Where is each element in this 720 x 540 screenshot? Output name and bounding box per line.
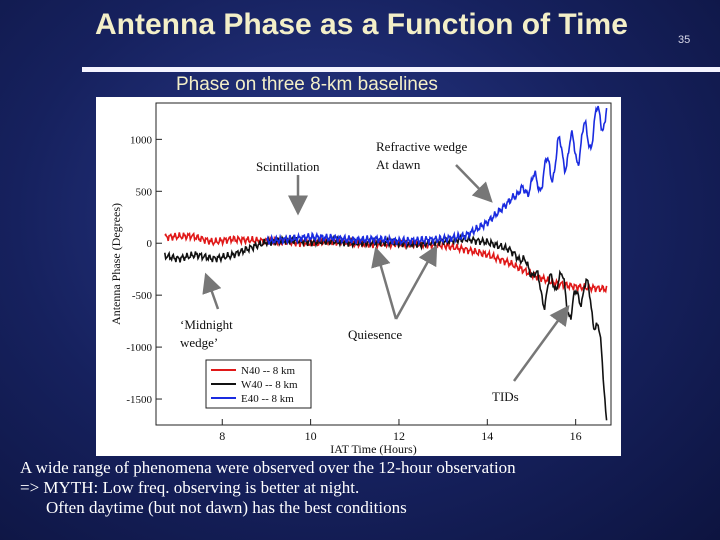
- chart-subtitle: Phase on three 8-km baselines: [176, 74, 438, 95]
- slide-title: Antenna Phase as a Function of Time: [95, 8, 628, 41]
- wedge-label: wedge’: [180, 335, 218, 350]
- y-tick-label: 500: [136, 186, 153, 198]
- y-tick-label: 0: [147, 238, 153, 250]
- tids-label: TIDs: [492, 389, 519, 404]
- tids-arrow: [512, 304, 570, 382]
- caption-line-1: A wide range of phenomena were observed …: [20, 458, 516, 477]
- y-axis-label: Antenna Phase (Degrees): [109, 203, 123, 325]
- plot-frame: [155, 102, 612, 426]
- title-divider: [82, 67, 720, 72]
- midnight-label: ‘Midnight: [180, 317, 233, 332]
- y-tick-label: -500: [132, 290, 153, 302]
- legend-label-e40: E40 -- 8 km: [241, 393, 294, 405]
- x-tick-label: 10: [305, 429, 317, 443]
- refractive-wedge-label: Refractive wedge: [376, 139, 468, 154]
- quiesence-arrow-left: [371, 246, 398, 320]
- x-tick-label: 8: [219, 429, 225, 443]
- refractive-wedge-arrow: [455, 164, 493, 203]
- caption-line-2: => MYTH: Low freq. observing is better a…: [20, 478, 360, 497]
- x-tick-label: 16: [570, 429, 582, 443]
- x-axis-label: IAT Time (Hours): [330, 442, 416, 456]
- y-tick-label: -1000: [126, 342, 152, 354]
- phase-chart-figure: 8 10 12 14 16 1000 500 0 -500 -1000 -1500 IAT Time …: [96, 97, 621, 456]
- quiesence-label: Quiesence: [348, 327, 402, 342]
- y-tick-label: -1500: [126, 394, 152, 406]
- series-line-w40: [164, 233, 608, 421]
- legend-label-w40: W40 -- 8 km: [241, 379, 298, 391]
- legend-label-n40: N40 -- 8 km: [241, 365, 296, 377]
- series-line-e40: [265, 105, 608, 247]
- midnight-wedge-arrow: [202, 272, 222, 310]
- x-tick-label: 12: [393, 429, 405, 443]
- scintillation-label: Scintillation: [256, 159, 320, 174]
- legend: N40 -- 8 km W40 -- 8 km E40 -- 8 km: [205, 359, 312, 409]
- slide-number: 35: [678, 34, 691, 46]
- quiesence-arrow-right: [394, 244, 438, 320]
- x-tick-label: 14: [481, 429, 493, 443]
- phase-chart: 8 10 12 14 16 1000 500 0 -500 -1000 -1500 IAT Time …: [109, 102, 612, 456]
- caption: A wide range of phenomena were observed …: [20, 458, 516, 518]
- y-tick-label: 1000: [130, 134, 153, 146]
- at-dawn-label: At dawn: [376, 157, 421, 172]
- caption-line-3: Often daytime (but not dawn) has the bes…: [46, 498, 407, 517]
